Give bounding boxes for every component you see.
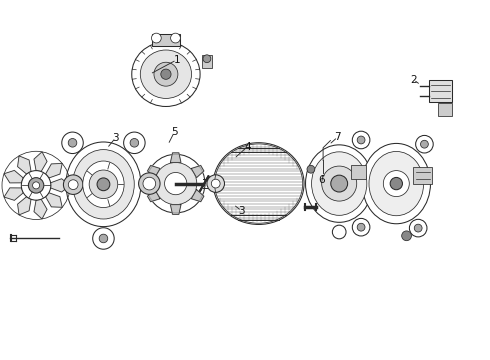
- Circle shape: [89, 170, 118, 199]
- Circle shape: [307, 165, 315, 173]
- Ellipse shape: [306, 145, 373, 222]
- Polygon shape: [171, 205, 181, 214]
- Ellipse shape: [362, 143, 431, 224]
- Circle shape: [93, 228, 114, 249]
- Text: 1: 1: [173, 55, 180, 65]
- Circle shape: [331, 175, 347, 192]
- Polygon shape: [18, 156, 31, 174]
- Circle shape: [28, 177, 44, 193]
- Ellipse shape: [73, 150, 134, 219]
- Bar: [151, 33, 180, 46]
- Ellipse shape: [132, 42, 200, 107]
- Ellipse shape: [83, 161, 124, 208]
- Circle shape: [63, 175, 83, 194]
- Polygon shape: [34, 199, 47, 219]
- Circle shape: [390, 177, 402, 190]
- Circle shape: [154, 62, 178, 86]
- Bar: [414, 167, 432, 184]
- Circle shape: [171, 33, 180, 43]
- Circle shape: [130, 139, 139, 147]
- Circle shape: [151, 33, 161, 43]
- Circle shape: [123, 132, 145, 154]
- Polygon shape: [4, 170, 24, 183]
- Circle shape: [410, 219, 427, 237]
- Circle shape: [352, 219, 370, 236]
- Circle shape: [62, 132, 83, 154]
- Circle shape: [68, 139, 77, 147]
- Circle shape: [357, 136, 365, 144]
- Circle shape: [383, 171, 409, 197]
- Text: 5: 5: [171, 127, 177, 137]
- Circle shape: [211, 179, 220, 188]
- Circle shape: [414, 224, 422, 232]
- Polygon shape: [191, 190, 204, 202]
- Circle shape: [99, 234, 108, 243]
- Polygon shape: [46, 193, 62, 207]
- Polygon shape: [147, 166, 160, 177]
- Circle shape: [143, 177, 156, 190]
- Bar: [351, 165, 366, 179]
- Circle shape: [22, 171, 51, 200]
- Polygon shape: [18, 197, 31, 215]
- Circle shape: [203, 55, 211, 63]
- Circle shape: [68, 180, 78, 190]
- Circle shape: [416, 135, 433, 153]
- Polygon shape: [46, 163, 62, 178]
- Circle shape: [322, 166, 357, 201]
- Text: 4: 4: [244, 141, 251, 152]
- Ellipse shape: [213, 143, 304, 225]
- Circle shape: [161, 69, 171, 79]
- Text: 2: 2: [410, 75, 416, 85]
- Text: 3: 3: [112, 133, 119, 143]
- Text: 7: 7: [335, 132, 341, 142]
- Text: 3: 3: [238, 206, 245, 216]
- Bar: [429, 80, 452, 102]
- Ellipse shape: [312, 152, 367, 215]
- Circle shape: [207, 175, 224, 192]
- Ellipse shape: [369, 152, 424, 216]
- Bar: [202, 55, 212, 68]
- Circle shape: [155, 162, 197, 205]
- Circle shape: [357, 223, 365, 231]
- Text: 6: 6: [318, 175, 325, 185]
- Polygon shape: [50, 179, 70, 192]
- Polygon shape: [171, 153, 181, 162]
- Polygon shape: [147, 190, 160, 202]
- Circle shape: [139, 173, 160, 194]
- Circle shape: [402, 231, 412, 241]
- Ellipse shape: [140, 50, 192, 98]
- Circle shape: [352, 131, 370, 149]
- Polygon shape: [34, 152, 47, 171]
- Circle shape: [147, 154, 205, 213]
- Circle shape: [420, 140, 428, 148]
- Circle shape: [32, 182, 40, 189]
- Circle shape: [97, 178, 110, 191]
- Circle shape: [332, 225, 346, 239]
- Bar: [438, 103, 452, 116]
- Ellipse shape: [66, 142, 141, 226]
- Polygon shape: [4, 188, 24, 201]
- Polygon shape: [191, 166, 204, 177]
- Circle shape: [165, 172, 187, 195]
